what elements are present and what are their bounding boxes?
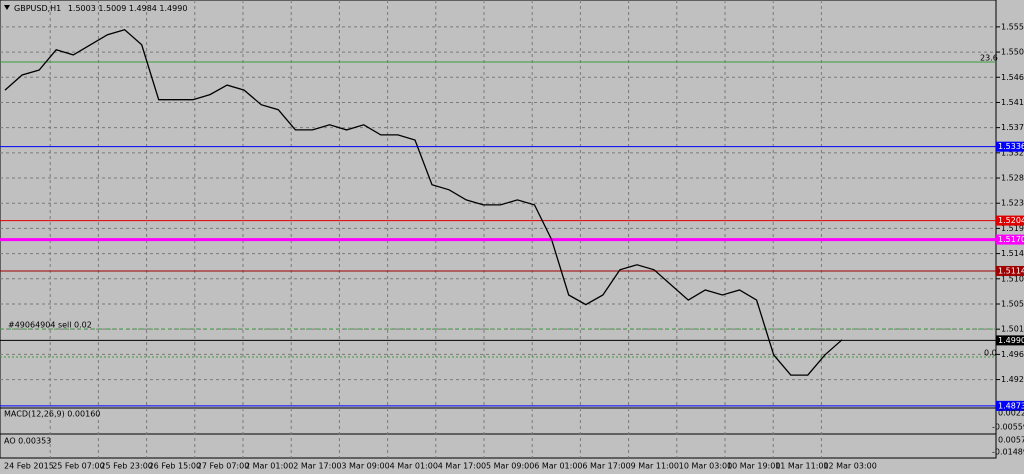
y-tick-label: 1.5370 [1001,123,1024,132]
level-tag [996,215,1024,226]
ao-top: 0.0057 [998,436,1024,445]
x-tick-label: 2 Mar 01:00 [245,462,293,471]
symbol: GBPUSD,H1 [14,4,61,13]
level-tag [996,234,1024,245]
y-tick-label: 1.5280 [1001,174,1024,183]
y-tick-label: 1.5325 [1001,148,1024,157]
y-tick-label: 1.4965 [1001,350,1024,359]
x-tick-label: 6 Mar 17:00 [582,462,630,471]
x-tick-label: 27 Feb 07:00 [197,462,249,471]
macd-label: MACD(12,26,9) 0.00160 [4,410,100,419]
ao-bottom: -0.01489 [992,448,1024,457]
x-tick-label: 6 Mar 01:00 [534,462,582,471]
x-tick-label: 5 Mar 09:00 [486,462,534,471]
x-tick-label: 26 Feb 15:00 [149,462,201,471]
x-tick-label: 9 Mar 11:00 [631,462,679,471]
level-tag [996,265,1024,276]
level-tag [996,400,1024,411]
x-tick-label: 11 Mar 11:00 [775,462,828,471]
level-label: 1.4990 [998,336,1024,345]
x-tick-label: 24 Feb 2015 [4,462,54,471]
y-tick-label: 1.5145 [1001,249,1024,258]
fib-label: 0.0 [984,349,997,358]
x-tick-label: 10 Mar 19:00 [727,462,780,471]
x-tick-label: 10 Mar 03:00 [679,462,732,471]
y-tick-label: 1.5550 [1001,22,1024,31]
order-label: #49064904 sell 0.02 [8,321,92,330]
level-label: 1.5114 [998,266,1024,275]
y-tick-label: 1.4920 [1001,375,1024,384]
x-tick-label: 4 Mar 01:00 [390,462,438,471]
y-tick-label: 1.5505 [1001,48,1024,57]
y-tick-label: 1.5415 [1001,98,1024,107]
y-tick-label: 1.546 [1001,73,1024,82]
y-tick-label: 1.5190 [1001,224,1024,233]
chart-area [0,0,997,459]
x-tick-label: 4 Mar 17:00 [438,462,486,471]
ao-label: AO 0.00353 [4,437,51,446]
x-tick-label: 2 Mar 17:00 [293,462,341,471]
level-tag [996,141,1024,152]
level-label: 1.4873 [998,401,1024,410]
level-label: 1.5336 [998,142,1024,151]
ohlc: 1.5003 1.5009 1.4984 1.4990 [68,4,188,13]
x-tick-label: 25 Feb 07:00 [52,462,104,471]
level-label: 1.5204 [998,216,1024,225]
fib-label: 23.6 [980,54,998,63]
x-tick-label: 12 Mar 03:00 [823,462,876,471]
y-tick-label: 1.5010 [1001,325,1024,334]
x-tick-label: 3 Mar 09:00 [341,462,389,471]
price-line [4,28,843,376]
x-tick-label: 25 Feb 23:00 [100,462,152,471]
macd-top: 0.00221 [998,409,1024,418]
level-tag [996,335,1024,346]
y-tick-label: 1.5235 [1001,199,1024,208]
menu-arrow[interactable] [4,5,10,10]
y-tick-label: 1.5100 [1001,274,1024,283]
macd-bottom: -0.00559 [992,423,1024,432]
symbol-title: GBPUSD,H1 1.5003 1.5009 1.4984 1.4990 [14,4,187,13]
y-tick-label: 1.5055 [1001,299,1024,308]
level-label: 1.5170 [998,235,1024,244]
